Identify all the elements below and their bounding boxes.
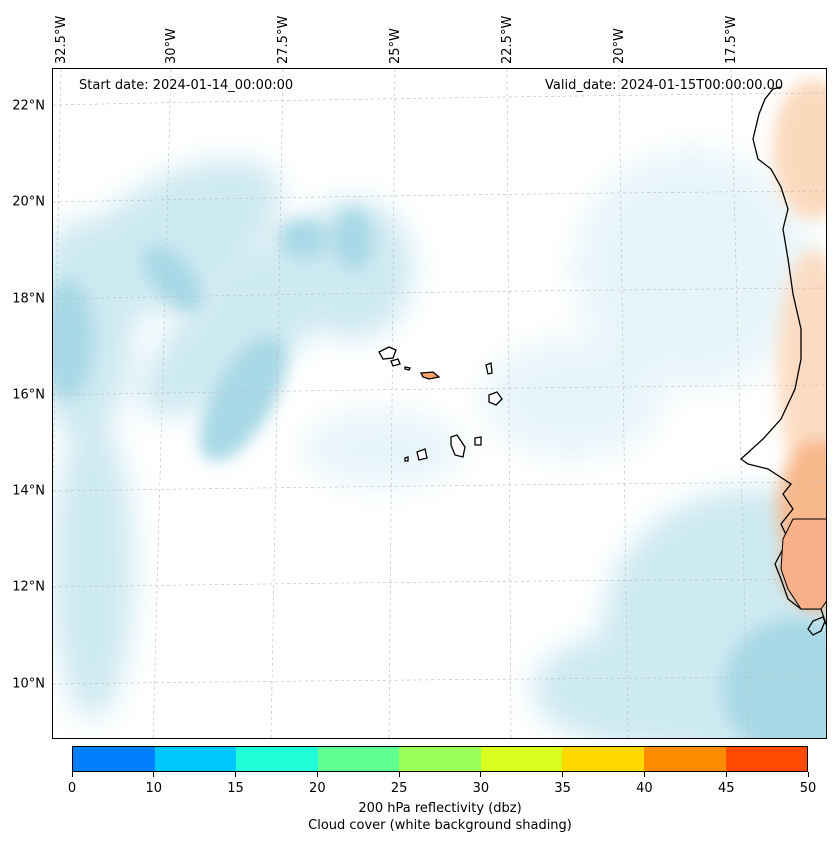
lat-label-22n: 22°N — [12, 98, 45, 114]
colorbar-tick — [153, 772, 155, 777]
lat-label-16n: 16°N — [12, 387, 45, 403]
colorbar-tick — [725, 772, 727, 777]
colorbar-segment — [317, 747, 400, 771]
start-date-label: Start date: 2024-01-14_00:00:00 — [79, 78, 294, 93]
lon-label-22-5w: 22.5°W — [500, 15, 515, 64]
valid-date-label: Valid_date: 2024-01-15T00:00:00.00 — [545, 78, 784, 93]
colorbar-tick-label: 30 — [472, 781, 490, 796]
colorbar-tick-label: 50 — [799, 781, 817, 796]
africa-coastline — [739, 86, 826, 636]
colorbar-tick — [480, 772, 482, 777]
colorbar-segment — [643, 747, 726, 771]
colorbar-segment — [480, 747, 563, 771]
lon-label-32-5w: 32.5°W — [54, 15, 69, 64]
map-canvas — [53, 69, 826, 738]
colorbar-tick-label: 15 — [227, 781, 244, 796]
colorbar-tick-label: 45 — [717, 781, 735, 796]
colorbar-tick-label: 10 — [145, 781, 163, 796]
graticule — [53, 69, 826, 738]
colorbar-segment — [399, 747, 481, 771]
dense-cloud-cores — [53, 209, 826, 738]
colorbar-label: 200 hPa reflectivity (dbz) — [358, 801, 522, 816]
colorbar-segment — [562, 747, 644, 771]
lat-label-14n: 14°N — [12, 483, 45, 499]
lat-label-10n: 10°N — [12, 676, 45, 692]
map-panel — [52, 68, 827, 739]
colorbar-tick — [807, 772, 809, 777]
colorbar-segment — [73, 747, 155, 771]
cloud-cover-shading — [53, 159, 826, 738]
colorbar-sublabel: Cloud cover (white background shading) — [308, 818, 572, 833]
colorbar-tick — [398, 772, 400, 777]
lat-label-18n: 18°N — [12, 291, 45, 307]
coast-land-fill — [780, 518, 826, 610]
colorbar-segment — [725, 747, 808, 771]
lon-label-20w: 20°W — [612, 28, 627, 64]
colorbar-segment — [236, 747, 318, 771]
colorbar-tick-label: 25 — [390, 781, 408, 796]
colorbar-tick — [562, 772, 564, 777]
lat-label-20n: 20°N — [12, 194, 45, 210]
cape-verde-islands — [378, 346, 503, 462]
colorbar-tick — [235, 772, 237, 777]
colorbar-tick-label: 0 — [67, 781, 77, 796]
colorbar-tick-label: 35 — [554, 781, 571, 796]
reflectivity-colorbar — [72, 746, 808, 772]
colorbar-tick-label: 40 — [636, 781, 653, 796]
lat-label-12n: 12°N — [12, 579, 45, 595]
light-haze — [303, 149, 813, 489]
colorbar-tick — [71, 772, 73, 777]
colorbar-tick — [643, 772, 645, 777]
colorbar-tick-label: 20 — [309, 781, 326, 796]
lon-label-27-5w: 27.5°W — [276, 15, 291, 64]
colorbar-segment — [154, 747, 237, 771]
lon-label-25w: 25°W — [388, 28, 403, 64]
lon-label-17-5w: 17.5°W — [724, 15, 739, 64]
lon-label-30w: 30°W — [164, 28, 179, 64]
colorbar-tick — [316, 772, 318, 777]
